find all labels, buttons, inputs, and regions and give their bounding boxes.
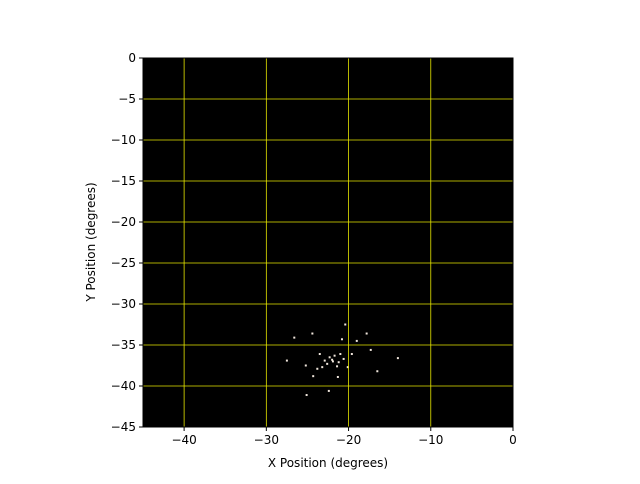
y-tick-label: −30 <box>111 297 136 311</box>
y-tick-label: −25 <box>111 256 136 270</box>
star-point <box>336 365 339 368</box>
star-point <box>304 364 307 367</box>
x-tick-label: −40 <box>171 433 196 447</box>
star-point <box>311 332 314 335</box>
star-point <box>326 362 329 365</box>
star-point <box>336 375 339 378</box>
y-tick-label: −45 <box>111 420 136 434</box>
star-point <box>333 354 336 357</box>
grid-layer <box>143 58 513 427</box>
star-point <box>331 358 334 361</box>
y-tick-label: 0 <box>128 51 136 65</box>
ticks-layer: −40 −30 −20 −10 0 0 −5 −10 −15 −20 −25 −30 −35 −40 −45 <box>111 51 517 447</box>
star-point <box>396 357 399 360</box>
plot-frame <box>142 57 514 428</box>
y-tick-label: −10 <box>111 133 136 147</box>
star-point <box>355 339 358 342</box>
star-point <box>293 336 296 339</box>
star-point <box>327 389 330 392</box>
star-point <box>365 332 368 335</box>
star-point <box>316 367 319 370</box>
x-tick-label: 0 <box>509 433 517 447</box>
y-axis-label: Y Position (degrees) <box>84 182 98 302</box>
star-point <box>331 360 334 363</box>
points-layer <box>285 323 399 397</box>
star-point <box>340 338 343 341</box>
star-point <box>350 353 353 356</box>
star-point <box>305 394 308 397</box>
x-tick-label: −10 <box>418 433 443 447</box>
star-point <box>376 370 379 373</box>
star-point <box>318 353 321 356</box>
y-tick-label: −35 <box>111 338 136 352</box>
star-point <box>337 361 340 364</box>
star-point <box>328 356 331 359</box>
x-tick-label: −20 <box>336 433 361 447</box>
y-tick-label: −40 <box>111 379 136 393</box>
star-point <box>285 359 288 362</box>
star-point <box>339 353 342 356</box>
star-point <box>344 323 347 326</box>
star-point <box>369 348 372 351</box>
x-axis-label: X Position (degrees) <box>268 456 388 470</box>
star-point <box>321 366 324 369</box>
y-tick-label: −5 <box>118 92 136 106</box>
star-point <box>342 357 345 360</box>
x-tick-label: −30 <box>254 433 279 447</box>
y-tick-label: −15 <box>111 174 136 188</box>
plot-background <box>143 58 513 427</box>
star-point <box>346 366 349 369</box>
y-tick-label: −20 <box>111 215 136 229</box>
star-point <box>323 359 326 362</box>
star-point <box>312 375 315 378</box>
